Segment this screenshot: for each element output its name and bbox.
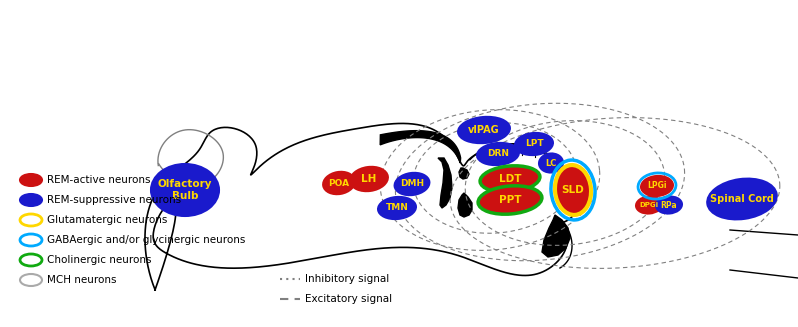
Text: GABAergic and/or glycinergic neurons: GABAergic and/or glycinergic neurons bbox=[47, 235, 245, 245]
Text: TMN: TMN bbox=[385, 203, 409, 213]
Ellipse shape bbox=[20, 254, 42, 266]
Text: LDT: LDT bbox=[499, 174, 521, 184]
Polygon shape bbox=[458, 193, 472, 217]
Polygon shape bbox=[438, 158, 452, 208]
Text: Spinal Cord: Spinal Cord bbox=[710, 194, 774, 204]
Ellipse shape bbox=[20, 214, 42, 226]
Text: Inhibitory signal: Inhibitory signal bbox=[305, 274, 389, 284]
Text: REM-suppressive neurons: REM-suppressive neurons bbox=[47, 195, 181, 205]
Ellipse shape bbox=[20, 234, 42, 246]
Ellipse shape bbox=[20, 194, 42, 206]
Text: PPT: PPT bbox=[499, 195, 521, 205]
Text: DRN: DRN bbox=[487, 149, 509, 159]
Ellipse shape bbox=[323, 172, 355, 194]
Ellipse shape bbox=[151, 164, 219, 216]
Ellipse shape bbox=[641, 176, 673, 196]
Text: SLD: SLD bbox=[562, 185, 584, 195]
Ellipse shape bbox=[477, 143, 519, 165]
Ellipse shape bbox=[20, 174, 42, 186]
Polygon shape bbox=[380, 131, 460, 163]
Ellipse shape bbox=[707, 179, 776, 219]
Text: Cholinergic neurons: Cholinergic neurons bbox=[47, 255, 152, 265]
Polygon shape bbox=[542, 215, 570, 257]
Ellipse shape bbox=[20, 274, 42, 286]
Text: LPGi: LPGi bbox=[647, 181, 667, 191]
Text: Olfactory
Bulb: Olfactory Bulb bbox=[158, 179, 212, 201]
Ellipse shape bbox=[394, 173, 429, 195]
Text: DPGi: DPGi bbox=[639, 202, 658, 208]
Text: RPa: RPa bbox=[661, 200, 678, 210]
Text: Glutamatergic neurons: Glutamatergic neurons bbox=[47, 215, 168, 225]
Ellipse shape bbox=[478, 186, 542, 214]
Ellipse shape bbox=[656, 197, 682, 214]
Ellipse shape bbox=[555, 165, 591, 215]
Ellipse shape bbox=[539, 153, 563, 173]
Text: LC: LC bbox=[545, 159, 557, 167]
Text: Excitatory signal: Excitatory signal bbox=[305, 294, 392, 304]
Polygon shape bbox=[459, 168, 469, 179]
Ellipse shape bbox=[515, 133, 553, 155]
Text: MCH neurons: MCH neurons bbox=[47, 275, 117, 285]
Text: POA: POA bbox=[329, 179, 350, 187]
Text: vlPAG: vlPAG bbox=[468, 125, 500, 135]
Ellipse shape bbox=[458, 117, 510, 143]
Text: LPT: LPT bbox=[525, 140, 543, 148]
Text: LH: LH bbox=[361, 174, 377, 184]
Text: DMH: DMH bbox=[400, 180, 424, 188]
Ellipse shape bbox=[378, 197, 416, 219]
Ellipse shape bbox=[636, 197, 662, 214]
Ellipse shape bbox=[480, 166, 540, 192]
Ellipse shape bbox=[350, 167, 388, 191]
Text: REM-active neurons: REM-active neurons bbox=[47, 175, 151, 185]
